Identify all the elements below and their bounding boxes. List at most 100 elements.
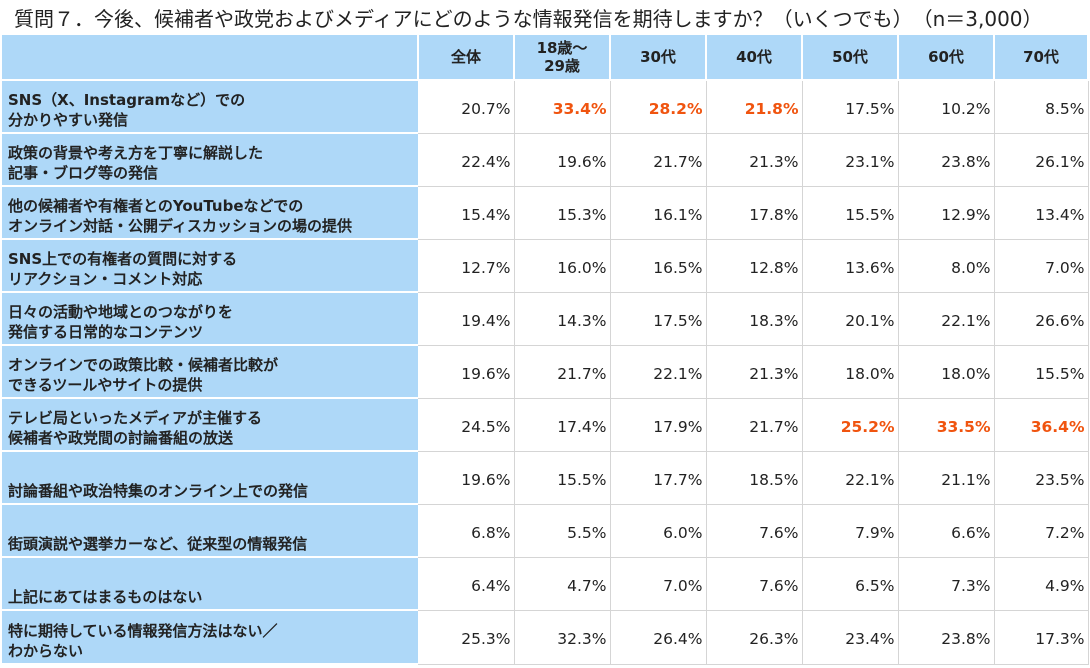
- value-cell: 21.3%: [706, 345, 803, 399]
- row-label-line: テレビ局といったメディアが主催する: [8, 409, 262, 427]
- value-cell: 6.6%: [898, 504, 995, 558]
- value-cell: 22.1%: [898, 292, 995, 346]
- highlighted-value-cell: 21.8%: [706, 80, 803, 134]
- value-cell: 7.3%: [898, 557, 995, 611]
- value-cell: 8.5%: [994, 80, 1089, 134]
- row-label-line: 記事・ブログ等の発信: [8, 164, 159, 182]
- value-cell: 17.5%: [610, 292, 707, 346]
- value-cell: 23.4%: [802, 610, 899, 665]
- value-cell: 26.4%: [610, 610, 707, 665]
- value-cell: 16.5%: [610, 239, 707, 293]
- value-cell: 21.7%: [610, 133, 707, 187]
- value-cell: 6.4%: [418, 557, 515, 611]
- header-row: 全体 18歳～ 29歳 30代 40代 50代 60代 70代: [2, 35, 1089, 81]
- results-table: 全体 18歳～ 29歳 30代 40代 50代 60代 70代 SNS（X、Ins…: [2, 35, 1089, 665]
- value-cell: 19.6%: [418, 345, 515, 399]
- value-cell: 25.3%: [418, 610, 515, 665]
- value-cell: 23.1%: [802, 133, 899, 187]
- value-cell: 4.7%: [514, 557, 611, 611]
- column-header: 40代: [706, 35, 803, 81]
- value-cell: 22.4%: [418, 133, 515, 187]
- value-cell: 20.7%: [418, 80, 515, 134]
- column-header: 全体: [418, 35, 515, 81]
- row-label-line: 候補者や政党間の討論番組の放送: [8, 429, 234, 447]
- page-title: 質問７．今後、候補者や政党およびメディアにどのような情報発信を期待しますか？（い…: [14, 7, 1043, 31]
- table-row: SNS（X、Instagramなど）での 分かりやすい発信 20.7% 33.4% 28…: [2, 80, 1089, 134]
- value-cell: 15.4%: [418, 186, 515, 240]
- value-cell: 6.8%: [418, 504, 515, 558]
- value-cell: 18.5%: [706, 451, 803, 505]
- row-label: 街頭演説や選挙カーなど、従来型の情報発信: [2, 504, 418, 558]
- value-cell: 19.6%: [418, 451, 515, 505]
- column-header: 30代: [610, 35, 707, 81]
- highlighted-value-cell: 28.2%: [610, 80, 707, 134]
- value-cell: 7.6%: [706, 504, 803, 558]
- value-cell: 26.6%: [994, 292, 1089, 346]
- row-label: SNS上での有権者の質問に対する リアクション・コメント対応: [2, 239, 418, 293]
- value-cell: 4.9%: [994, 557, 1089, 611]
- value-cell: 26.1%: [994, 133, 1089, 187]
- row-label: 政策の背景や考え方を丁寧に解説した 記事・ブログ等の発信: [2, 133, 418, 187]
- row-label: 特に期待している情報発信方法はない／ わからない: [2, 610, 418, 665]
- table-row: 特に期待している情報発信方法はない／ わからない 25.3% 32.3% 26.4% 26…: [2, 610, 1089, 665]
- value-cell: 12.7%: [418, 239, 515, 293]
- value-cell: 15.5%: [802, 186, 899, 240]
- row-label: 上記にあてはまるものはない: [2, 557, 418, 611]
- row-label-line: 上記にあてはまるものはない: [8, 588, 203, 606]
- value-cell: 17.5%: [802, 80, 899, 134]
- table-row: 討論番組や政治特集のオンライン上での発信 19.6% 15.5% 17.7% 18.5%…: [2, 451, 1089, 505]
- table-row: オンラインでの政策比較・候補者比較が できるツールやサイトの提供 19.6% 21.7…: [2, 345, 1089, 399]
- row-label-line: 街頭演説や選挙カーなど、従来型の情報発信: [8, 535, 308, 553]
- value-cell: 7.9%: [802, 504, 899, 558]
- value-cell: 17.7%: [610, 451, 707, 505]
- value-cell: 18.0%: [898, 345, 995, 399]
- highlighted-value-cell: 33.4%: [514, 80, 611, 134]
- value-cell: 21.3%: [706, 133, 803, 187]
- value-cell: 23.8%: [898, 133, 995, 187]
- value-cell: 18.3%: [706, 292, 803, 346]
- row-label-line: 発信する日常的なコンテンツ: [8, 323, 204, 341]
- value-cell: 7.2%: [994, 504, 1089, 558]
- table-row: 日々の活動や地域とのつながりを 発信する日常的なコンテンツ 19.4% 14.3% 17…: [2, 292, 1089, 346]
- value-cell: 21.7%: [706, 398, 803, 452]
- row-label-line: 政策の背景や考え方を丁寧に解説した: [8, 144, 264, 162]
- value-cell: 23.5%: [994, 451, 1089, 505]
- value-cell: 15.3%: [514, 186, 611, 240]
- column-header: 18歳～ 29歳: [514, 35, 611, 81]
- row-label-line: オンライン対話・公開ディスカッションの場の提供: [8, 217, 352, 235]
- value-cell: 16.0%: [514, 239, 611, 293]
- value-cell: 6.0%: [610, 504, 707, 558]
- table-row: 上記にあてはまるものはない 6.4% 4.7% 7.0% 7.6% 6.5% 7.3% 4.9…: [2, 557, 1089, 611]
- header-corner: [2, 35, 419, 81]
- row-label: SNS（X、Instagramなど）での 分かりやすい発信: [2, 80, 418, 134]
- value-cell: 12.9%: [898, 186, 995, 240]
- row-label: 日々の活動や地域とのつながりを 発信する日常的なコンテンツ: [2, 292, 418, 346]
- row-label-line: 討論番組や政治特集のオンライン上での発信: [8, 482, 309, 500]
- value-cell: 7.6%: [706, 557, 803, 611]
- value-cell: 16.1%: [610, 186, 707, 240]
- value-cell: 7.0%: [994, 239, 1089, 293]
- value-cell: 14.3%: [514, 292, 611, 346]
- value-cell: 23.8%: [898, 610, 995, 665]
- row-label-line: 分かりやすい発信: [8, 111, 129, 129]
- value-cell: 5.5%: [514, 504, 611, 558]
- row-label-line: 他の候補者や有権者とのYouTubeなどでの: [8, 197, 304, 215]
- column-header: 60代: [898, 35, 995, 81]
- value-cell: 18.0%: [802, 345, 899, 399]
- row-label-line: SNS上での有権者の質問に対する: [8, 250, 238, 268]
- value-cell: 21.1%: [898, 451, 995, 505]
- highlighted-value-cell: 33.5%: [898, 398, 995, 452]
- value-cell: 10.2%: [898, 80, 995, 134]
- row-label-line: SNS（X、Instagramなど）での: [8, 91, 246, 109]
- row-label: オンラインでの政策比較・候補者比較が できるツールやサイトの提供: [2, 345, 418, 399]
- value-cell: 22.1%: [610, 345, 707, 399]
- highlighted-value-cell: 36.4%: [994, 398, 1089, 452]
- value-cell: 17.9%: [610, 398, 707, 452]
- row-label-line: わからない: [8, 642, 84, 660]
- value-cell: 19.6%: [514, 133, 611, 187]
- value-cell: 24.5%: [418, 398, 515, 452]
- value-cell: 26.3%: [706, 610, 803, 665]
- row-label: 他の候補者や有権者とのYouTubeなどでのオンライン対話・公開ディスカッション…: [2, 186, 418, 240]
- value-cell: 8.0%: [898, 239, 995, 293]
- row-label-line: 日々の活動や地域とのつながりを: [8, 303, 233, 321]
